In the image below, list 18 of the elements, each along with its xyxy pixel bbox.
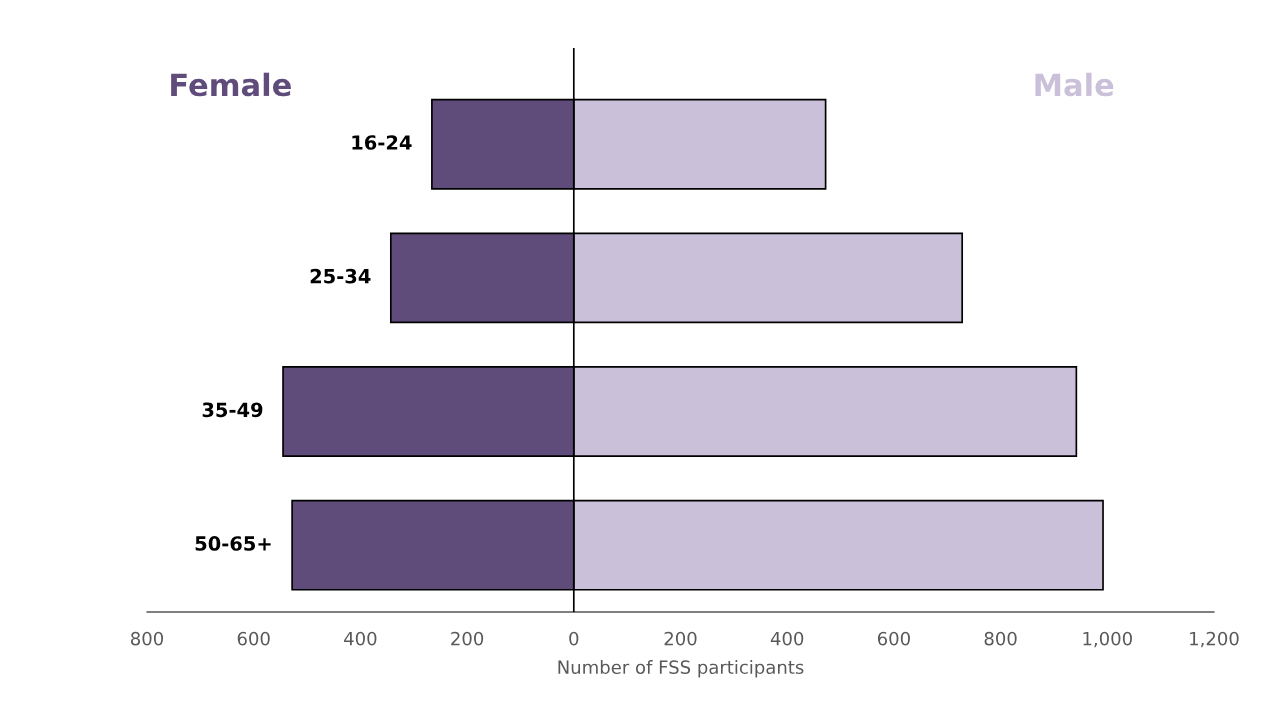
x-tick-label: 400: [344, 631, 377, 646]
x-tick-label: 1,000: [1083, 631, 1132, 648]
x-tick-label: 200: [451, 631, 484, 646]
x-tick-label: 0: [569, 631, 579, 646]
x-axis-title: Number of FSS participants: [558, 660, 804, 678]
x-tick-label: 400: [770, 631, 804, 646]
y-tick-label: 25-34: [310, 268, 371, 284]
text: Female: [171, 72, 291, 97]
x-tick-label: 200: [664, 631, 697, 646]
x-tick-label: 1,200: [1190, 631, 1239, 648]
y-tick-label: 16-24: [352, 135, 412, 150]
x-tick-label: 600: [877, 631, 910, 646]
x-tick-label: 600: [237, 631, 270, 646]
x-tick-label: 800: [130, 631, 164, 646]
y-tick-label: 35-49: [202, 402, 263, 418]
text: Male: [1035, 72, 1114, 97]
x-tick-label: 800: [984, 631, 1017, 646]
y-tick-label: 50-65+: [195, 536, 271, 551]
